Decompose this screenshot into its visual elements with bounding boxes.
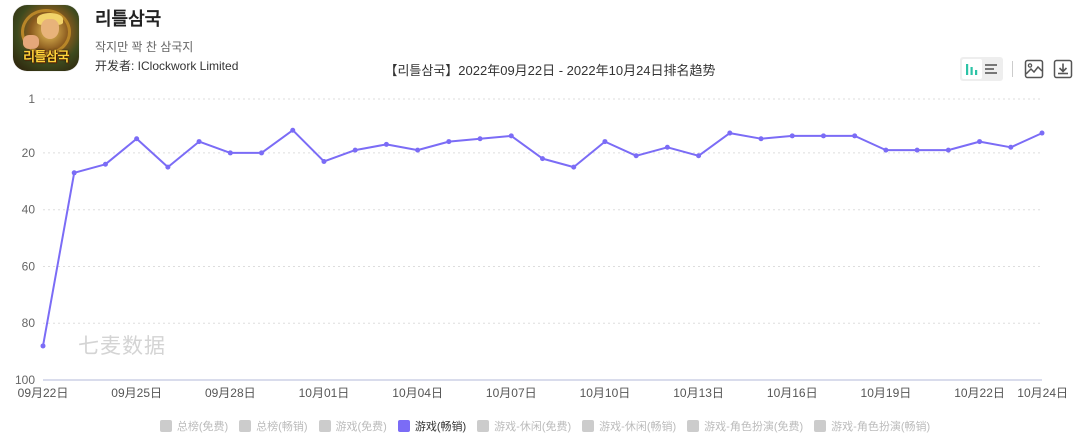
legend-label: 总榜(畅销) bbox=[256, 421, 308, 433]
data-point[interactable] bbox=[977, 139, 983, 145]
bar-chart-view-button[interactable] bbox=[962, 59, 982, 79]
chart-view-toggle bbox=[960, 57, 1003, 81]
x-tick-label: 10月10日 bbox=[580, 386, 631, 400]
data-point[interactable] bbox=[352, 147, 358, 153]
legend-label: 游戏-角色扮演(畅销) bbox=[831, 421, 931, 433]
data-point[interactable] bbox=[415, 147, 421, 153]
x-tick-label: 09月22日 bbox=[18, 386, 69, 400]
data-point[interactable] bbox=[165, 164, 171, 170]
x-tick-label: 09月25日 bbox=[111, 386, 162, 400]
data-point[interactable] bbox=[321, 158, 327, 164]
legend-swatch-icon bbox=[814, 420, 827, 432]
y-tick-label: 1 bbox=[28, 92, 35, 106]
data-point[interactable] bbox=[1039, 130, 1045, 136]
data-point[interactable] bbox=[852, 133, 858, 139]
app-subtitle: 작지만 꽉 찬 삼국지 bbox=[95, 40, 194, 54]
x-tick-label: 10月22日 bbox=[954, 386, 1005, 400]
image-icon bbox=[1024, 59, 1044, 79]
legend-item[interactable]: 游戏-角色扮演(畅销) bbox=[814, 418, 930, 434]
data-point[interactable] bbox=[820, 133, 826, 139]
legend-swatch-icon bbox=[159, 420, 172, 432]
x-tick-label: 10月01日 bbox=[299, 386, 350, 400]
chart-title: 【리틀삼국】2022年09月22日 - 2022年10月24日排名趋势 bbox=[384, 63, 716, 78]
data-point[interactable] bbox=[727, 130, 733, 136]
app-icon-text: 리틀삼국 bbox=[23, 49, 69, 64]
data-point[interactable] bbox=[508, 133, 514, 139]
y-tick-label: 40 bbox=[22, 203, 36, 217]
data-point[interactable] bbox=[40, 343, 46, 349]
legend-swatch-icon bbox=[687, 420, 700, 432]
toolbar-divider bbox=[1012, 61, 1013, 77]
app-icon: 리틀삼국 bbox=[13, 5, 79, 71]
legend-item[interactable]: 游戏(免费) bbox=[318, 418, 387, 434]
list-icon bbox=[985, 64, 998, 74]
legend-label: 游戏-休闲(免费) bbox=[494, 421, 572, 433]
data-point[interactable] bbox=[477, 136, 483, 142]
legend-label: 游戏-休闲(畅销) bbox=[599, 421, 677, 433]
data-point[interactable] bbox=[633, 153, 639, 159]
data-point[interactable] bbox=[664, 144, 670, 150]
x-tick-label: 10月19日 bbox=[861, 386, 912, 400]
data-point[interactable] bbox=[102, 161, 108, 167]
legend-item[interactable]: 总榜(免费) bbox=[159, 418, 229, 434]
x-tick-label: 10月13日 bbox=[673, 386, 724, 400]
developer-label: 开发者: IClockwork Limited bbox=[95, 59, 239, 73]
y-tick-label: 60 bbox=[22, 259, 36, 273]
legend-label: 游戏(免费) bbox=[335, 421, 387, 433]
data-point[interactable] bbox=[1008, 144, 1014, 150]
app-title: 리틀삼국 bbox=[95, 9, 162, 29]
y-tick-label: 100 bbox=[15, 373, 35, 387]
data-point[interactable] bbox=[914, 147, 920, 153]
legend-item[interactable]: 游戏-角色扮演(免费) bbox=[687, 418, 803, 434]
x-tick-label: 10月24日 bbox=[1017, 386, 1068, 400]
data-point[interactable] bbox=[540, 156, 545, 162]
x-tick-label: 10月07日 bbox=[486, 386, 537, 400]
chart-legend: 总榜(免费) 总榜(畅销) 游戏(免费) 游戏(畅销) 游戏-休闲(免费) 游戏-休闲(畅… bbox=[0, 418, 1080, 434]
x-tick-label: 10月04日 bbox=[392, 386, 443, 400]
legend-item[interactable]: 游戏(畅销) bbox=[397, 418, 467, 434]
data-point[interactable] bbox=[446, 139, 452, 145]
data-point[interactable] bbox=[259, 150, 265, 156]
download-icon bbox=[1053, 59, 1073, 79]
legend-swatch-icon bbox=[582, 420, 595, 432]
legend-label: 总榜(免费) bbox=[176, 421, 229, 433]
legend-swatch-icon bbox=[239, 420, 252, 432]
legend-swatch-icon bbox=[318, 420, 331, 432]
data-point[interactable] bbox=[758, 136, 764, 142]
legend-label: 游戏-角色扮演(免费) bbox=[704, 421, 804, 433]
data-point[interactable] bbox=[789, 133, 795, 139]
watermark: 七麦数据 bbox=[78, 335, 166, 358]
legend-swatch-icon bbox=[397, 420, 410, 432]
data-point[interactable] bbox=[134, 136, 140, 142]
legend-label: 游戏(畅销) bbox=[414, 421, 467, 433]
legend-item[interactable]: 游戏-休闲(畅销) bbox=[582, 418, 676, 434]
data-point[interactable] bbox=[71, 170, 77, 176]
legend-swatch-icon bbox=[477, 420, 490, 432]
data-point[interactable] bbox=[602, 139, 608, 145]
y-tick-label: 20 bbox=[22, 146, 36, 160]
data-point[interactable] bbox=[883, 147, 889, 153]
chart-toolbar bbox=[960, 57, 1080, 81]
list-view-button[interactable] bbox=[982, 59, 1002, 79]
series-line bbox=[42, 129, 1043, 347]
x-tick-label: 10月16日 bbox=[767, 386, 818, 400]
data-point[interactable] bbox=[290, 127, 296, 133]
legend-item[interactable]: 游戏-休闲(免费) bbox=[477, 418, 571, 434]
data-point[interactable] bbox=[196, 139, 202, 145]
x-tick-label: 09月28日 bbox=[205, 386, 256, 400]
data-point[interactable] bbox=[383, 141, 389, 147]
bar-chart-icon bbox=[965, 64, 977, 75]
y-tick-label: 80 bbox=[22, 316, 36, 330]
data-point[interactable] bbox=[945, 147, 951, 153]
data-point[interactable] bbox=[571, 164, 577, 170]
data-point[interactable] bbox=[696, 153, 702, 159]
legend-item[interactable]: 总榜(畅销) bbox=[239, 418, 308, 434]
save-image-button[interactable] bbox=[1023, 58, 1045, 80]
data-point[interactable] bbox=[227, 150, 233, 156]
download-button[interactable] bbox=[1052, 58, 1074, 80]
